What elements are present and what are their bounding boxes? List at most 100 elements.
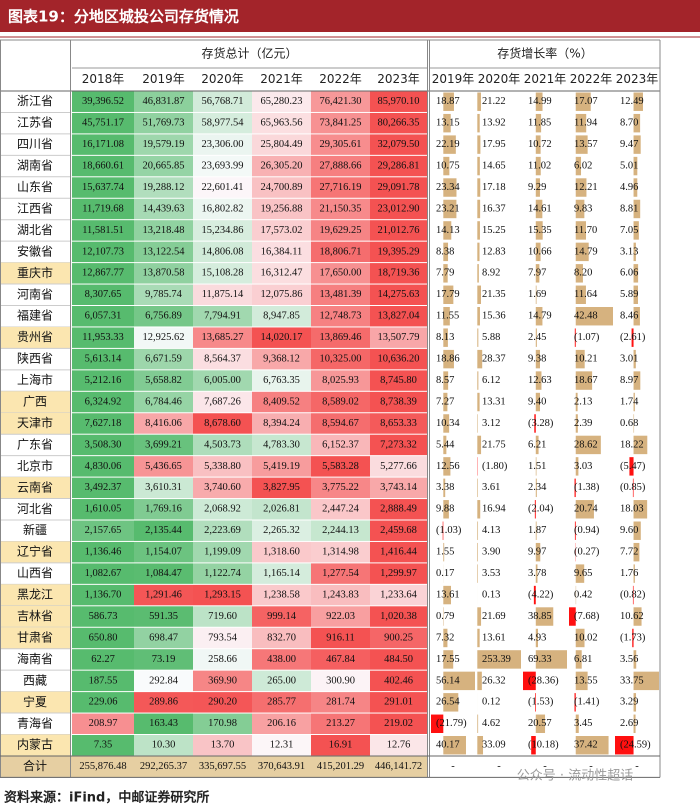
total-value: 4,830.06 <box>85 461 122 472</box>
growth-bar <box>443 542 445 562</box>
total-value: 3,508.30 <box>85 439 122 450</box>
growth-value: 21.75 <box>482 439 506 450</box>
growth-value: 8.38 <box>436 246 454 257</box>
total-value: 6,057.31 <box>85 311 122 322</box>
heat-cell <box>193 541 252 563</box>
growth-value: 23.21 <box>436 203 460 214</box>
heat-cell <box>311 692 370 713</box>
total-value: 19,288.12 <box>143 182 185 193</box>
heat-cell <box>370 134 427 155</box>
total-value: 5,613.14 <box>85 354 123 365</box>
heat-cell <box>311 177 370 198</box>
total-value: 23,306.00 <box>202 139 244 150</box>
total-value: 265.00 <box>267 675 296 686</box>
heat-cell <box>370 284 427 305</box>
growth-value: 13.31 <box>482 396 506 407</box>
growth-value: 17.95 <box>482 139 506 150</box>
growth-value: 9.47 <box>620 139 638 150</box>
growth-bar <box>535 349 540 369</box>
heat-cell <box>252 348 311 370</box>
growth-value: (24.59) <box>620 740 651 751</box>
heat-cell <box>370 627 427 649</box>
row-name: 新疆 <box>23 522 47 537</box>
growth-value: 9.88 <box>436 504 454 515</box>
growth-value: 14.61 <box>528 203 552 214</box>
growth-bar <box>477 435 482 455</box>
heat-cell <box>72 456 134 477</box>
growth-value: 33.09 <box>482 740 506 751</box>
growth-bar-negative <box>431 714 444 733</box>
growth-value: 14.65 <box>482 160 506 171</box>
growth-bar <box>535 628 538 648</box>
growth-bar <box>477 92 481 111</box>
growth-value: 2.45 <box>528 332 546 343</box>
total-value: 8,394.24 <box>263 418 301 429</box>
growth-value: 18.22 <box>620 439 644 450</box>
total-value: 8,653.33 <box>380 418 417 429</box>
total-value: 73.19 <box>152 654 176 665</box>
heat-cell <box>193 306 252 327</box>
total-value: 2,068.92 <box>204 504 241 515</box>
heat-cell <box>370 541 427 563</box>
growth-bar <box>535 307 543 326</box>
name-highlight <box>0 477 70 499</box>
growth-value: (1.38) <box>574 482 600 493</box>
total-value: 16,312.47 <box>261 268 303 279</box>
growth-value: (0.85) <box>620 482 646 493</box>
title: 图表19：分地区城投公司存货情况 <box>8 8 239 26</box>
source-note: 资料来源：iFind，中邮证券研究所 <box>4 790 209 806</box>
title-bar <box>0 0 700 32</box>
heat-cell <box>370 263 427 284</box>
row-name: 山西省 <box>17 566 53 580</box>
growth-bar-negative <box>632 628 634 648</box>
row-name: 北京市 <box>17 458 53 473</box>
total-value: 285.77 <box>267 697 296 708</box>
growth-bar <box>535 113 542 133</box>
heat-cell <box>252 241 311 263</box>
total-value: 12,867.77 <box>82 268 124 279</box>
growth-value: 3.03 <box>574 461 592 472</box>
growth-value: 3.12 <box>482 418 500 429</box>
heat-cell <box>193 627 252 649</box>
total-value: 698.47 <box>149 632 178 643</box>
growth-bar <box>443 264 448 283</box>
year-header: 2022年 <box>319 72 362 86</box>
growth-bar <box>535 457 537 476</box>
total-value: 8,409.52 <box>263 396 300 407</box>
growth-bar-negative <box>535 693 536 712</box>
total-value: 13.70 <box>211 740 235 751</box>
growth-value: 28.37 <box>482 354 506 365</box>
growth-value: 28.62 <box>574 439 598 450</box>
total-value: 23,012.90 <box>378 203 420 214</box>
growth-bar <box>633 371 641 390</box>
total-value: 484.50 <box>384 654 413 665</box>
total-value: 208.97 <box>89 718 118 729</box>
header-bg <box>0 40 660 91</box>
growth-value: 23.34 <box>436 182 460 193</box>
heat-cell <box>370 584 427 606</box>
heat-cell <box>370 670 427 692</box>
total-value: 14,275.63 <box>378 289 420 300</box>
total-value: 2,223.69 <box>204 525 241 536</box>
total-value: 12,107.73 <box>82 246 124 257</box>
growth-bar <box>443 671 475 691</box>
heat-cell <box>370 477 427 499</box>
growth-value: 3.53 <box>482 568 500 579</box>
growth-bar <box>633 221 639 240</box>
heat-cell <box>134 263 193 284</box>
growth-value: 17.18 <box>482 182 506 193</box>
heat-cell <box>134 670 193 692</box>
growth-value: 12.83 <box>482 246 506 257</box>
growth-value: 14.13 <box>436 225 460 236</box>
growth-bar <box>575 285 586 304</box>
growth-value: 5.44 <box>436 439 455 450</box>
growth-value: (4.22) <box>528 589 554 600</box>
year-header: 2021年 <box>524 72 567 86</box>
total-value: 12.76 <box>387 740 411 751</box>
heat-cell <box>370 327 427 348</box>
growth-bar <box>443 500 449 519</box>
total-value: 1,020.38 <box>380 611 417 622</box>
heat-cell <box>72 670 134 692</box>
heat-cell <box>193 520 252 541</box>
heat-cell <box>311 91 370 112</box>
